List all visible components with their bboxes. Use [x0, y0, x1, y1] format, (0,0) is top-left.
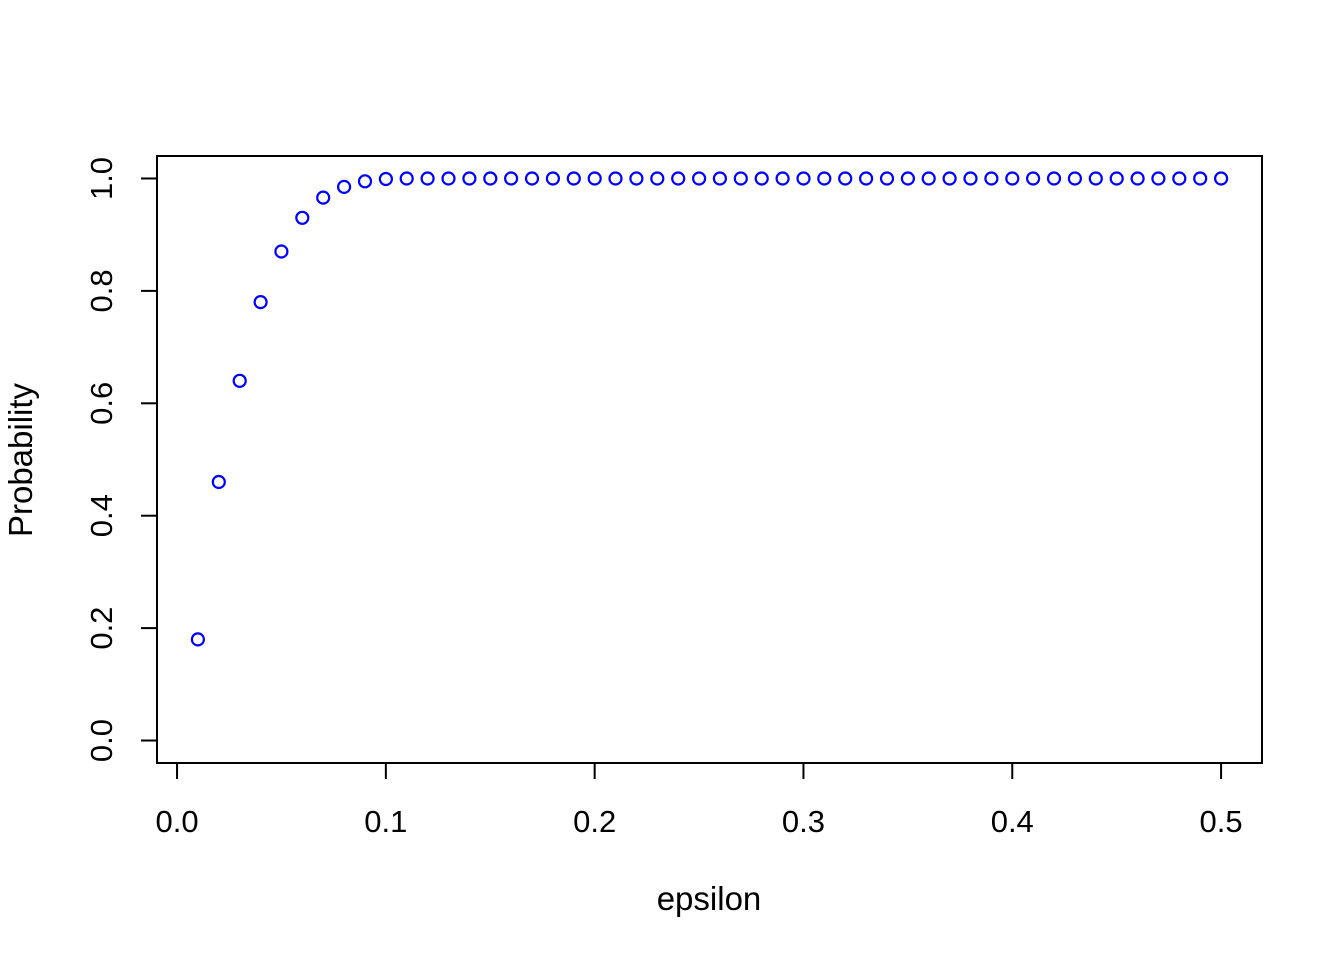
data-point	[566, 171, 581, 186]
data-point	[817, 171, 832, 186]
data-point	[1025, 171, 1041, 186]
x-tick-label: 0.1	[364, 804, 407, 839]
data-point	[1109, 171, 1124, 186]
x-tick-label: 0.2	[573, 804, 616, 839]
data-point	[629, 171, 644, 186]
data-point	[190, 632, 205, 647]
data-point	[1151, 171, 1166, 186]
data-point	[441, 171, 456, 186]
data-point	[1172, 171, 1187, 186]
data-point	[587, 171, 602, 186]
data-point	[691, 171, 707, 186]
data-point	[942, 171, 957, 186]
data-point	[462, 171, 477, 186]
data-point	[858, 171, 874, 186]
data-point	[232, 373, 247, 388]
data-point	[545, 171, 561, 186]
data-point	[524, 171, 540, 186]
data-point	[712, 171, 728, 186]
data-point	[420, 171, 435, 186]
data-point	[1213, 171, 1229, 186]
data-point	[775, 171, 790, 186]
y-axis-ticks	[141, 177, 156, 742]
data-point	[504, 171, 519, 186]
data-points	[190, 171, 1229, 647]
data-point	[984, 171, 999, 186]
data-point	[1193, 171, 1208, 186]
y-tick-label: 0.6	[84, 382, 119, 425]
x-tick-label: 0.4	[991, 804, 1034, 839]
data-point	[733, 171, 748, 186]
data-point	[295, 210, 310, 225]
x-tick-label: 0.5	[1200, 804, 1243, 839]
data-point	[671, 171, 686, 186]
x-tick-label: 0.3	[782, 804, 825, 839]
x-tick-label: 0.0	[155, 804, 198, 839]
data-point	[796, 171, 811, 186]
data-point	[253, 295, 268, 310]
plot-box-border	[156, 155, 1263, 764]
data-point	[274, 244, 289, 259]
data-point	[378, 171, 393, 187]
y-tick-label: 0.2	[84, 607, 119, 650]
data-point	[1067, 171, 1083, 186]
data-point	[650, 171, 665, 186]
data-point	[900, 171, 916, 186]
data-point	[211, 474, 226, 490]
data-point	[754, 171, 769, 186]
data-point	[963, 171, 978, 186]
y-tick-label: 0.0	[84, 719, 119, 762]
data-point	[1046, 171, 1062, 186]
data-point	[1005, 171, 1020, 186]
data-point	[1130, 171, 1145, 186]
data-point	[357, 174, 373, 189]
data-point	[608, 171, 623, 186]
data-point	[879, 171, 895, 186]
data-point	[1088, 171, 1103, 186]
data-point	[921, 171, 936, 186]
y-tick-label: 0.4	[84, 494, 119, 537]
data-point	[838, 171, 853, 186]
y-tick-label: 0.8	[84, 269, 119, 312]
y-axis-title: Probability	[2, 382, 39, 537]
data-point	[483, 171, 498, 186]
x-axis-tick-labels: 0.0 0.1 0.2 0.3 0.4 0.5	[155, 804, 1242, 839]
y-axis-tick-labels: 0.0 0.2 0.4 0.6 0.8 1.0	[84, 157, 119, 762]
data-point	[337, 179, 352, 194]
data-point	[399, 171, 414, 186]
y-tick-label: 1.0	[84, 157, 119, 200]
data-point	[316, 190, 331, 205]
x-axis-title: epsilon	[657, 880, 762, 917]
x-axis-ticks	[176, 764, 1223, 779]
